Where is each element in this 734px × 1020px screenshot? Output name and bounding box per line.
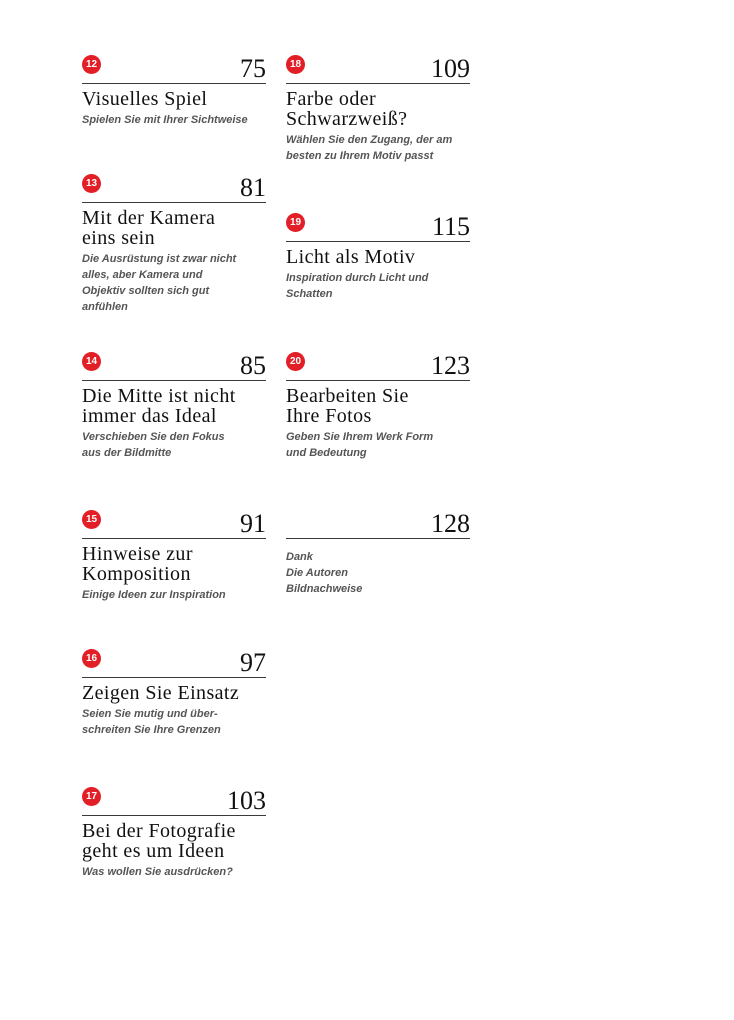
entry-subtitle: Verschieben Sie den Fokus aus der Bildmi… <box>82 431 225 459</box>
page-number: 97 <box>240 648 266 677</box>
appendix-item: Die Autoren <box>286 567 348 579</box>
page-number: 128 <box>431 509 470 538</box>
toc-entry-18[interactable]: 18 109 Farbe oder Schwarzweiß? Wählen Sie … <box>286 53 470 164</box>
entry-subtitle: Seien Sie mutig und über-schreiten Sie I… <box>82 708 221 736</box>
chapter-badge: 17 <box>82 787 101 806</box>
toc-entry-17[interactable]: 17 103 Bei der Fotografie geht es um Ideen… <box>82 785 266 880</box>
page-number: 81 <box>240 173 266 202</box>
page-number: 109 <box>431 54 470 83</box>
appendix-item: Bildnachweise <box>286 583 363 595</box>
entry-subtitle: Inspiration durch Licht und Schatten <box>286 272 429 300</box>
page-number: 75 <box>240 54 266 83</box>
page-number: 115 <box>431 212 470 241</box>
chapter-badge: 19 <box>286 213 305 232</box>
entry-title: Zeigen Sie Einsatz <box>82 682 240 704</box>
entry-subtitle: Einige Ideen zur Inspiration <box>82 589 226 601</box>
entry-subtitle: Geben Sie Ihrem Werk Form und Bedeutung <box>286 431 434 459</box>
chapter-badge: 12 <box>82 55 101 74</box>
toc-entry-16[interactable]: 16 97 Zeigen Sie Einsatz Seien Sie mutig … <box>82 647 266 738</box>
entry-title: Die Mitte ist nicht immer das Ideal <box>82 385 236 427</box>
toc-entry-19[interactable]: 19 115 Licht als Motiv Inspiration durch … <box>286 211 470 302</box>
entry-title: Licht als Motiv <box>286 246 416 268</box>
chapter-badge: 18 <box>286 55 305 74</box>
entry-title: Bei der Fotografie geht es um Ideen <box>82 820 236 862</box>
entry-subtitle: Was wollen Sie ausdrücken? <box>82 866 233 878</box>
entry-title: Mit der Kamera eins sein <box>82 207 216 249</box>
entry-title: Hinweise zur Komposition <box>82 543 193 585</box>
appendix-item: Dank <box>286 551 313 563</box>
chapter-badge: 13 <box>82 174 101 193</box>
toc-entry-12[interactable]: 12 75 Visuelles Spiel Spielen Sie mit Ihr… <box>82 53 266 128</box>
appendix-list: Dank Die Autoren Bildnachweise <box>286 549 470 597</box>
entry-subtitle: Die Ausrüstung ist zwar nicht alles, abe… <box>82 253 237 313</box>
chapter-badge: 14 <box>82 352 101 371</box>
toc-entry-15[interactable]: 15 91 Hinweise zur Komposition Einige Idee… <box>82 508 266 603</box>
entry-title: Farbe oder Schwarzweiß? <box>286 88 408 130</box>
page-number: 91 <box>240 509 266 538</box>
toc-entry-13[interactable]: 13 81 Mit der Kamera eins sein Die Ausrüst… <box>82 172 266 315</box>
toc-entry-appendix[interactable]: 128 Dank Die Autoren Bildnachweise <box>286 508 470 597</box>
chapter-badge: 15 <box>82 510 101 529</box>
page-number: 123 <box>431 351 470 380</box>
entry-title: Bearbeiten Sie Ihre Fotos <box>286 385 409 427</box>
entry-title: Visuelles Spiel <box>82 88 208 110</box>
entry-subtitle: Spielen Sie mit Ihrer Sichtweise <box>82 114 248 126</box>
page-number: 85 <box>240 351 266 380</box>
page-number: 103 <box>227 786 266 815</box>
chapter-badge: 16 <box>82 649 101 668</box>
chapter-badge: 20 <box>286 352 305 371</box>
toc-entry-20[interactable]: 20 123 Bearbeiten Sie Ihre Fotos Geben Sie… <box>286 350 470 461</box>
entry-subtitle: Wählen Sie den Zugang, der am besten zu … <box>286 134 453 162</box>
toc-entry-14[interactable]: 14 85 Die Mitte ist nicht immer das Ideal … <box>82 350 266 461</box>
